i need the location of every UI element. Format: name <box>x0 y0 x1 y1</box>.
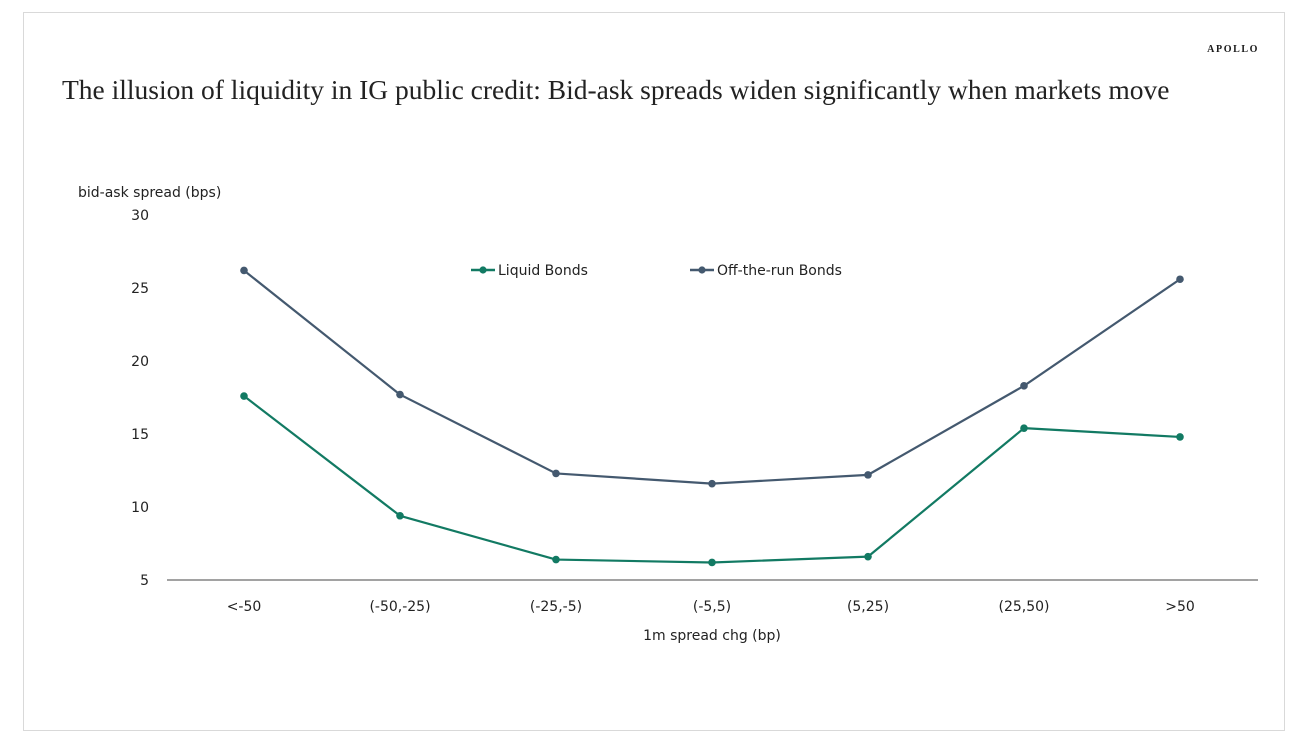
data-point <box>240 392 248 400</box>
data-point <box>240 266 248 275</box>
data-point <box>864 552 872 561</box>
y-axis-ticks: 5 10 15 20 25 30 <box>131 208 149 589</box>
chart-frame <box>23 12 1285 731</box>
data-point <box>396 511 404 520</box>
series-line <box>243 269 1181 485</box>
legend-swatch-marker <box>698 266 706 274</box>
data-point <box>1176 433 1184 441</box>
y-tick-label: 10 <box>131 500 149 516</box>
y-tick-label: 5 <box>140 573 149 589</box>
legend-item-liquid: Liquid Bonds <box>471 263 588 279</box>
series-layer <box>240 266 1184 567</box>
data-point <box>1176 275 1184 284</box>
x-tick-label: <-50 <box>227 599 262 615</box>
x-tick-label: (-50,-25) <box>369 599 430 615</box>
legend-item-offrun: Off-the-run Bonds <box>690 263 842 279</box>
data-point <box>396 390 404 399</box>
data-point <box>1020 424 1028 432</box>
brand-logo: APOLLO <box>1207 44 1259 55</box>
x-tick-label: (5,25) <box>847 599 889 615</box>
series-liquid-bonds <box>240 392 1184 567</box>
legend-label-liquid: Liquid Bonds <box>498 263 588 279</box>
legend: Liquid Bonds Off-the-run Bonds <box>471 263 842 279</box>
y-axis-label: bid-ask spread (bps) <box>78 185 221 201</box>
x-axis-label: 1m spread chg (bp) <box>643 628 781 644</box>
data-point <box>864 471 872 479</box>
x-tick-label: >50 <box>1165 599 1195 615</box>
y-tick-label: 25 <box>131 281 149 297</box>
series-off-the-run-bonds <box>240 266 1184 488</box>
y-tick-label: 15 <box>131 427 149 443</box>
x-tick-label: (-25,-5) <box>530 599 582 615</box>
data-point <box>708 479 716 488</box>
data-point <box>552 555 560 564</box>
series-line <box>243 395 1181 564</box>
x-axis-ticks: <-50 (-50,-25) (-25,-5) (-5,5) (5,25) (25,50)… <box>227 599 1195 615</box>
data-point <box>708 558 716 567</box>
legend-swatch-marker <box>479 266 487 274</box>
data-point <box>1020 382 1028 390</box>
x-tick-label: (25,50) <box>998 599 1049 615</box>
y-tick-label: 30 <box>131 208 149 224</box>
x-tick-label: (-5,5) <box>693 599 731 615</box>
legend-label-offrun: Off-the-run Bonds <box>717 263 842 279</box>
data-point <box>552 469 560 478</box>
y-tick-label: 20 <box>131 354 149 370</box>
chart-title: The illusion of liquidity in IG public c… <box>62 74 1170 105</box>
